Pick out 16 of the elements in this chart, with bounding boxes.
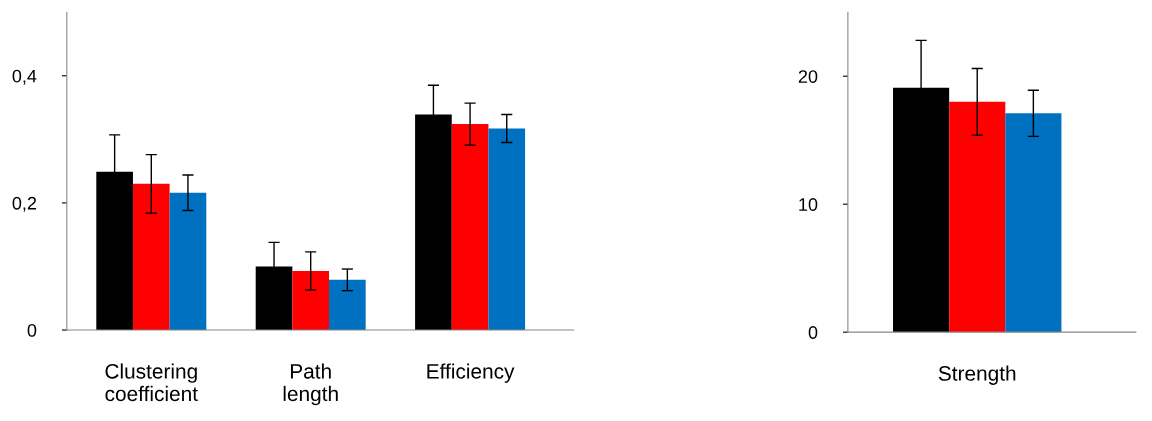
- y-tick-label: 0: [27, 324, 37, 337]
- y-tick-label: 0,4: [12, 69, 37, 85]
- x-tick-label: Clustering coefficient: [105, 363, 198, 402]
- x-tick-label: Strength: [938, 365, 1016, 385]
- y-tick-label: 0: [808, 326, 818, 339]
- bar: [488, 128, 526, 331]
- y-tick-label: 0,2: [12, 196, 37, 212]
- bar: [292, 270, 330, 331]
- y-tick-label: 20: [798, 70, 818, 83]
- bar: [132, 183, 170, 331]
- x-tick-label: Path length: [283, 363, 338, 406]
- y-tick-label: 10: [799, 198, 818, 211]
- bar: [169, 192, 207, 331]
- x-tick-label: Efficiency: [427, 363, 515, 383]
- bar: [451, 124, 489, 331]
- bar: [329, 279, 366, 331]
